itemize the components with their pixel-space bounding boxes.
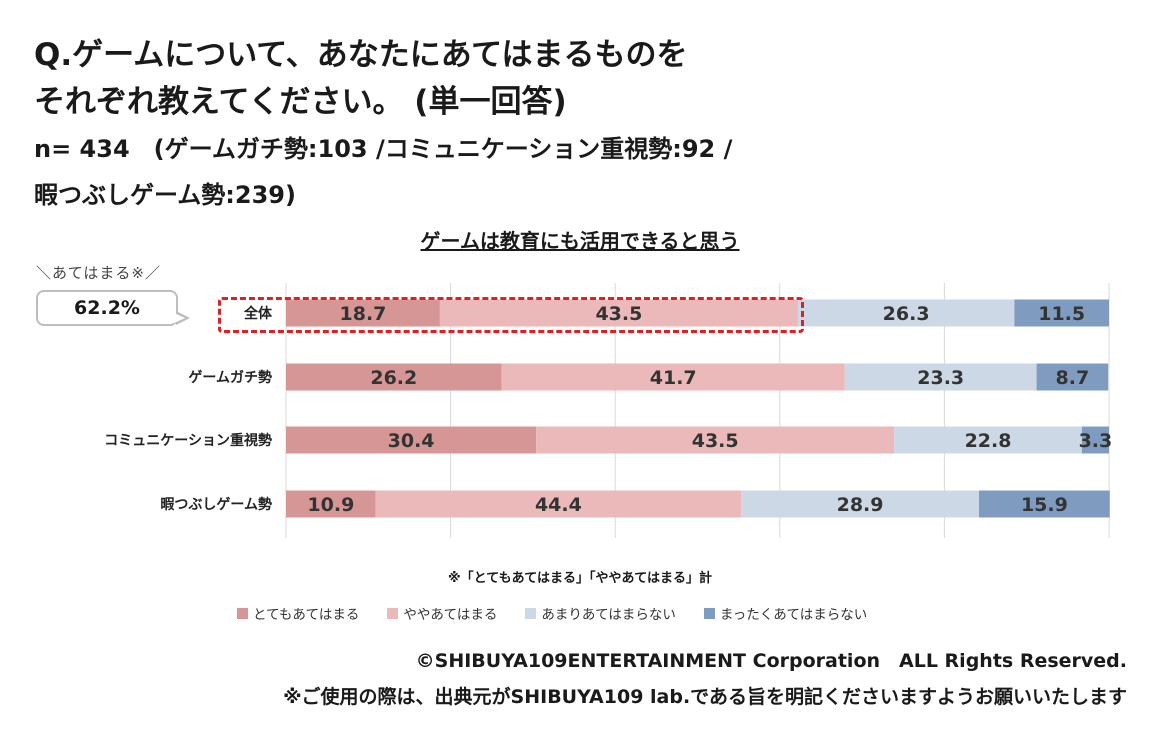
data-label: 22.8 [965, 430, 1012, 452]
legend-label: とてもあてはまる [253, 607, 360, 623]
bar-segment [286, 490, 376, 518]
data-label: 26.2 [370, 367, 417, 389]
category-label: 全体 [243, 305, 273, 322]
legend-label: あまりあてはまらない [541, 607, 676, 623]
legend-item: まったくあてはまらない [703, 603, 868, 623]
data-label: 28.9 [837, 494, 884, 516]
data-label: 26.3 [883, 303, 930, 325]
category-label: コミュニケーション重視勢 [104, 432, 272, 449]
bar-segment [978, 490, 1110, 518]
bar-segment [1081, 426, 1109, 454]
bar-segment [439, 299, 798, 327]
bar-segment [894, 426, 1082, 454]
data-label: 10.9 [307, 494, 354, 516]
usage-note: ※ご使用の際は、出典元がSHIBUYA109 lab.である旨を明記くださいます… [283, 686, 1127, 708]
highlight-dashed-box [218, 297, 804, 333]
bar-segment [286, 426, 537, 454]
bar-segment [375, 490, 742, 518]
data-label: 8.7 [1056, 367, 1090, 389]
data-label: 11.5 [1038, 303, 1085, 325]
bar-segment [286, 363, 502, 391]
data-label: 30.4 [388, 430, 435, 452]
footnote: ※「とてもあてはまる」「ややあてはまる」計 [447, 571, 713, 586]
data-label: 43.5 [595, 303, 642, 325]
callout-tail-inner [174, 313, 185, 323]
legend-swatch [525, 607, 537, 619]
callout-label: ＼あてはまる※／ [36, 264, 161, 282]
category-label: ゲームガチ勢 [188, 369, 272, 386]
legend-swatch [703, 607, 715, 619]
legend-label: ややあてはまる [403, 607, 498, 623]
bar-segment [286, 299, 440, 327]
sample-size: n= 434 (ゲームガチ勢:103 /コミュニケーション重視勢:92 / 暇つ… [34, 135, 733, 209]
bar-segment [501, 363, 845, 391]
legend-label: まったくあてはまらない [719, 607, 868, 623]
bar-segment [797, 299, 1015, 327]
copyright: ©SHIBUYA109ENTERTAINMENT Corporation ALL… [415, 650, 1127, 672]
data-label: 15.9 [1021, 494, 1068, 516]
data-label: 23.3 [917, 367, 964, 389]
bar-segment [741, 490, 979, 518]
category-label: 暇つぶしゲーム勢 [160, 496, 272, 513]
callout-value-box: 62.2% [36, 290, 178, 326]
bar-segment [1014, 299, 1109, 327]
data-label: 43.5 [692, 430, 739, 452]
legend-item: あまりあてはまらない [525, 603, 676, 623]
data-label: 44.4 [535, 494, 582, 516]
data-label: 41.7 [650, 367, 697, 389]
bar-segment [844, 363, 1037, 391]
question-title: Q.ゲームについて、あなたにあてはまるものを それぞれ教えてください。 (単一回… [34, 37, 688, 120]
chart-title: ゲームは教育にも活用できると思う [420, 229, 740, 253]
bar-segment [536, 426, 895, 454]
data-label: 18.7 [340, 303, 387, 325]
data-label: 3.3 [1079, 430, 1113, 452]
legend: とてもあてはまる ややあてはまる あまりあてはまらない まったくあてはまらない [237, 603, 867, 623]
bar-segment [1036, 363, 1109, 391]
legend-item: とてもあてはまる [237, 603, 359, 623]
legend-swatch [387, 607, 399, 619]
legend-item: ややあてはまる [387, 603, 497, 623]
legend-swatch [237, 607, 248, 619]
